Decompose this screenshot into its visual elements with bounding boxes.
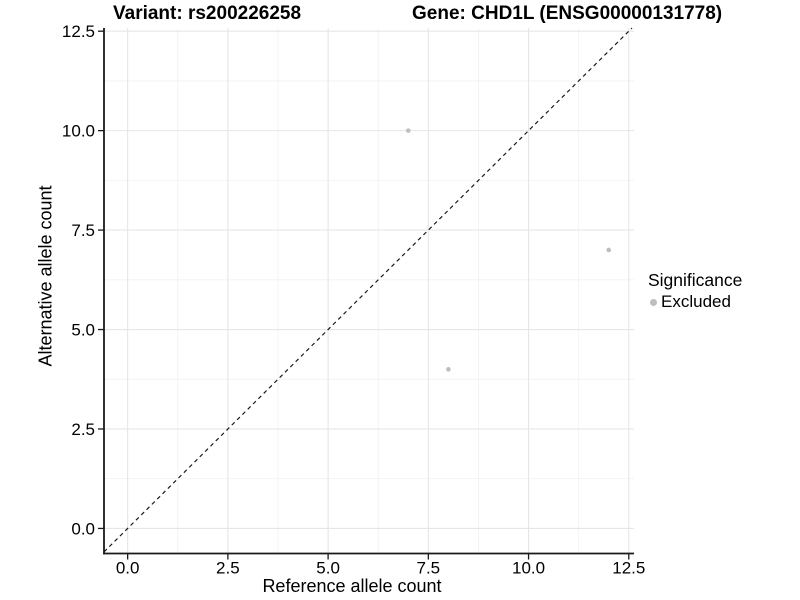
legend-point-icon bbox=[650, 298, 657, 306]
plot-title-gene: Gene: CHD1L (ENSG00000131778) bbox=[412, 3, 723, 24]
svg-text:12.5: 12.5 bbox=[62, 22, 95, 41]
svg-text:5.0: 5.0 bbox=[71, 321, 95, 340]
svg-text:0.0: 0.0 bbox=[116, 559, 140, 578]
svg-text:10.0: 10.0 bbox=[512, 559, 545, 578]
legend-title: Significance bbox=[648, 270, 743, 290]
svg-text:12.5: 12.5 bbox=[612, 559, 645, 578]
plot-title-variant: Variant: rs200226258 bbox=[113, 3, 302, 24]
svg-text:0.0: 0.0 bbox=[71, 519, 95, 538]
svg-text:2.5: 2.5 bbox=[216, 559, 240, 578]
legend-item-excluded: Excluded bbox=[648, 292, 742, 312]
svg-text:2.5: 2.5 bbox=[71, 420, 95, 439]
legend-item-label: Excluded bbox=[661, 292, 731, 311]
svg-text:10.0: 10.0 bbox=[62, 122, 95, 141]
legend: Significance Excluded bbox=[648, 270, 742, 312]
svg-text:7.5: 7.5 bbox=[417, 559, 441, 578]
x-axis-title: Reference allele count bbox=[262, 576, 442, 596]
svg-text:7.5: 7.5 bbox=[71, 221, 95, 240]
svg-text:5.0: 5.0 bbox=[316, 559, 340, 578]
